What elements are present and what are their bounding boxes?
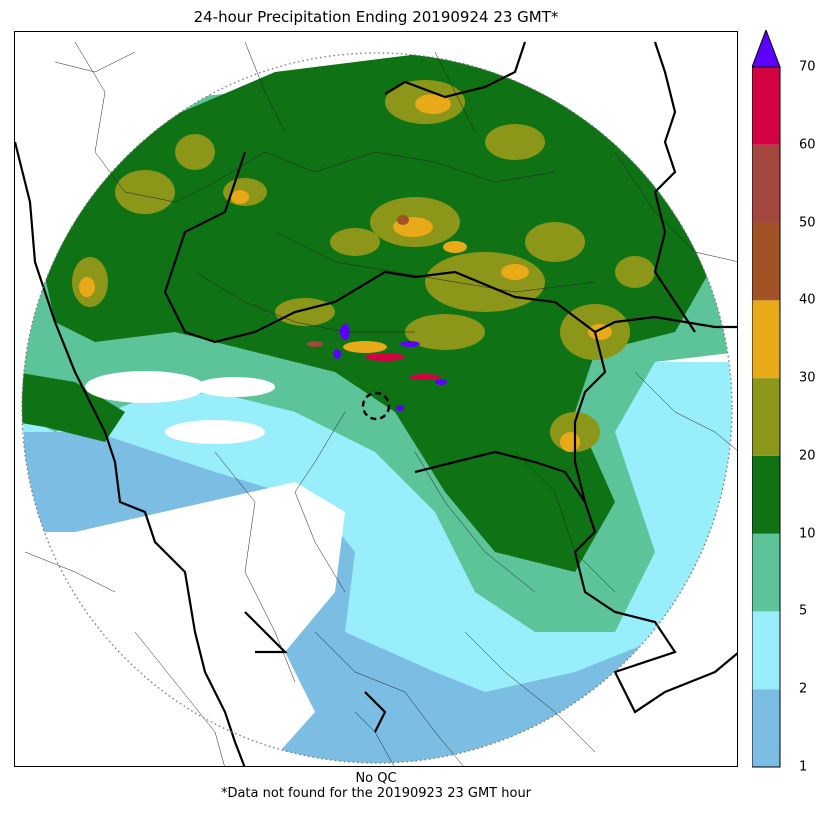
chart-title: 24-hour Precipitation Ending 20190924 23… bbox=[193, 8, 559, 26]
radar-site-marker bbox=[361, 391, 391, 421]
colorbar-segment bbox=[752, 533, 780, 612]
colorbar-tick-label: 2 bbox=[799, 681, 808, 697]
colorbar-segment bbox=[752, 611, 780, 690]
footnote: *Data not found for the 20190923 23 GMT … bbox=[220, 786, 532, 801]
state-boundaries bbox=[15, 41, 737, 766]
colorbar-segment bbox=[752, 300, 780, 379]
precipitation-map bbox=[15, 41, 737, 766]
precip-20-30 bbox=[72, 80, 655, 452]
colorbar-segment bbox=[752, 222, 780, 301]
colorbar-tick-label: 30 bbox=[799, 370, 816, 386]
colorbar-outline bbox=[752, 66, 781, 768]
precip-10-20 bbox=[35, 53, 715, 572]
colorbar-tick-label: 20 bbox=[799, 448, 816, 464]
colorbar-segment bbox=[752, 67, 780, 145]
colorbar-tick-label: 60 bbox=[799, 137, 816, 153]
colorbar-segment bbox=[752, 144, 780, 223]
colorbar-segment bbox=[752, 378, 780, 456]
district-boundaries bbox=[24, 41, 737, 766]
colorbar-tick-label: 40 bbox=[799, 292, 816, 308]
colorbar-segment bbox=[752, 455, 780, 534]
precip-40-plus bbox=[307, 215, 447, 411]
colorbar-tick-label: 50 bbox=[799, 215, 816, 231]
colorbar bbox=[752, 30, 781, 768]
colorbar-tick-label: 5 bbox=[799, 603, 808, 619]
precip-10-20-west bbox=[22, 372, 125, 442]
qc-label: No QC bbox=[355, 771, 397, 786]
precipitation-field bbox=[22, 53, 732, 763]
colorbar-tick-label: 10 bbox=[799, 526, 816, 542]
colorbar-tick-label: 70 bbox=[799, 59, 816, 75]
colorbar-tick-label: 1 bbox=[799, 759, 808, 775]
precip-30-40 bbox=[79, 94, 612, 452]
colorbar-extend-arrow bbox=[752, 30, 781, 68]
map-panel bbox=[14, 31, 738, 767]
range-ring bbox=[21, 52, 733, 764]
colorbar-segment bbox=[752, 689, 780, 767]
